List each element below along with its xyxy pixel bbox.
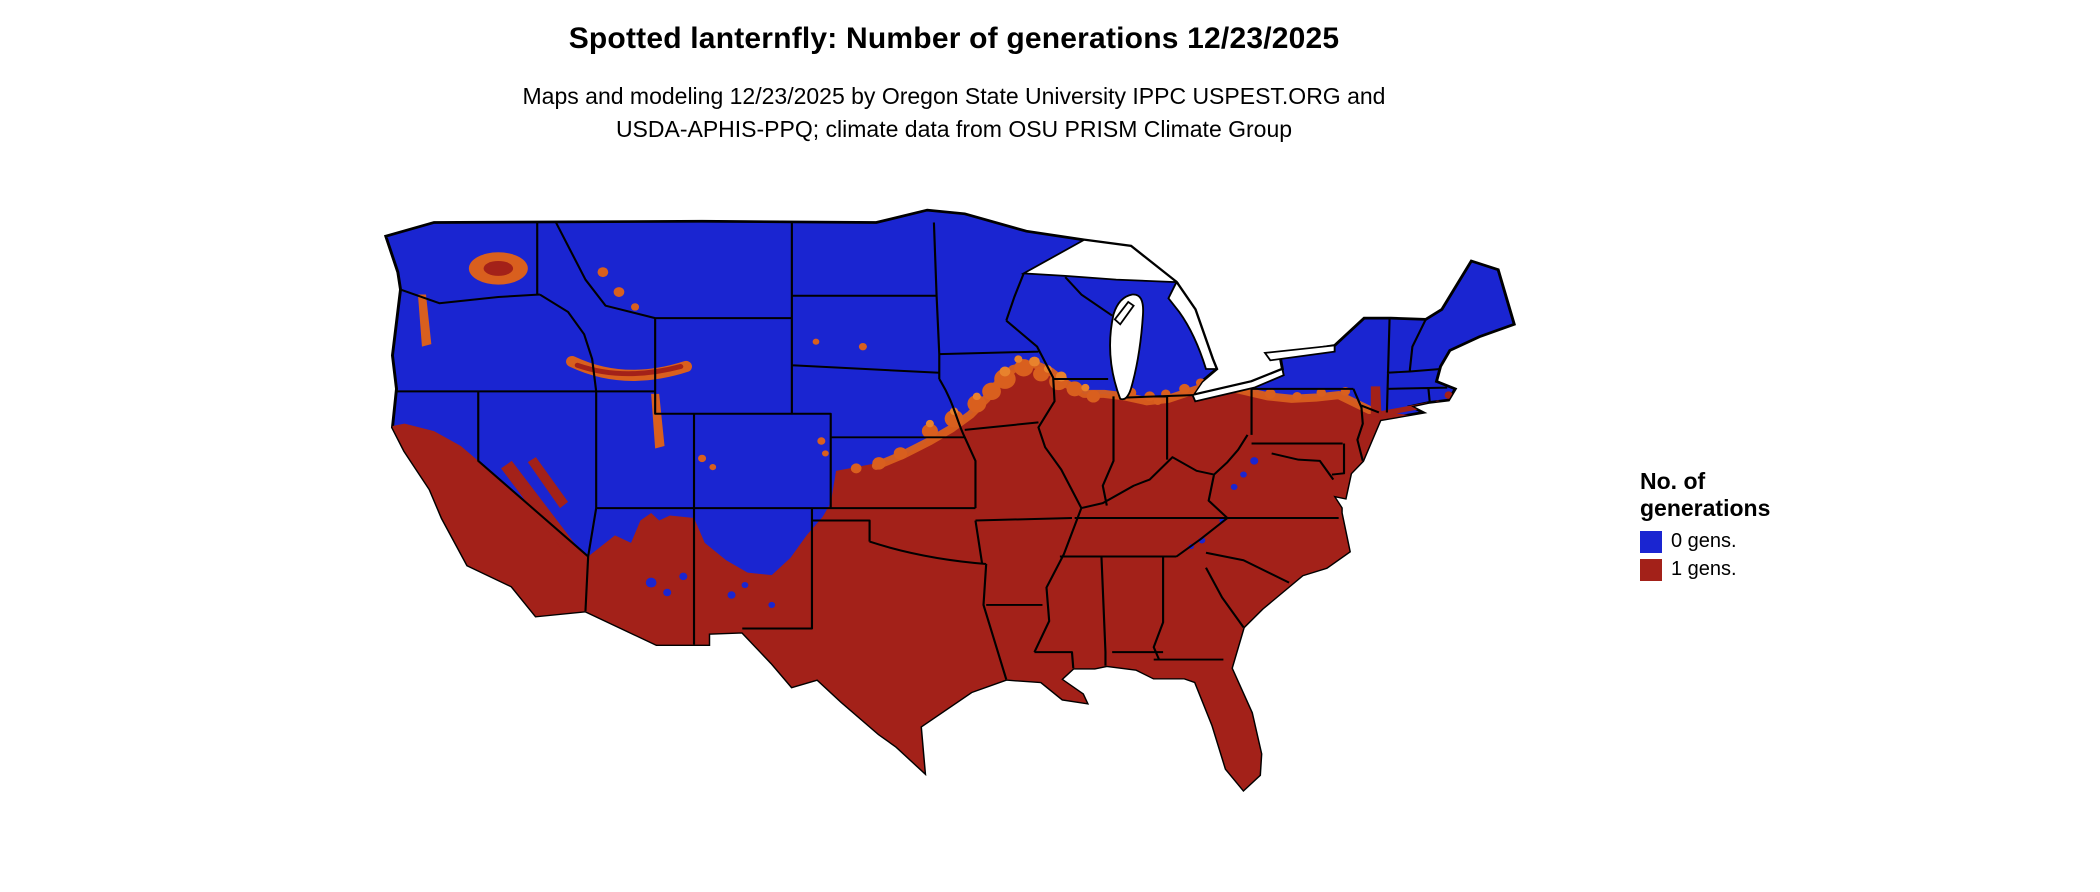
legend-item-1-gens: 1 gens.: [1640, 558, 1870, 581]
legend-swatch-0-gens: [1640, 530, 1662, 553]
state-boundaries: [393, 222, 1448, 680]
swatch-1-gens-color: [1640, 558, 1662, 581]
map-legend: No. of generations 0 gens. 1 gens.: [1640, 468, 1870, 586]
subtitle-line-1: Maps and modeling 12/23/2025 by Oregon S…: [522, 83, 1386, 109]
great-lakes: [1020, 238, 1336, 403]
map-subtitle: Maps and modeling 12/23/2025 by Oregon S…: [0, 80, 1908, 146]
legend-label-0-gens: 0 gens.: [1671, 530, 1737, 552]
legend-swatch-1-gens: [1640, 558, 1662, 581]
us-generations-map: [300, 148, 1600, 892]
map-svg: [383, 208, 1516, 793]
legend-item-0-gens: 0 gens.: [1640, 530, 1870, 553]
subtitle-line-2: USDA-APHIS-PPQ; climate data from OSU PR…: [615, 116, 1293, 142]
map-title: Spotted lanternfly: Number of generation…: [568, 22, 1340, 55]
lake-huron: [1167, 280, 1219, 370]
legend-label-1-gens: 1 gens.: [1671, 558, 1737, 580]
legend-items: 0 gens. 1 gens.: [1640, 530, 1870, 581]
lake-ontario: [1263, 344, 1336, 362]
green-bay: [1113, 300, 1135, 326]
legend-title: No. of generations: [1640, 468, 1870, 522]
legend-title-line-2: generations: [1640, 495, 1771, 521]
lake-erie: [1191, 367, 1285, 403]
swatch-0-gens-color: [1640, 530, 1662, 553]
legend-title-line-1: No. of: [1640, 468, 1706, 494]
snake-river-plain-red-core: [574, 362, 684, 377]
